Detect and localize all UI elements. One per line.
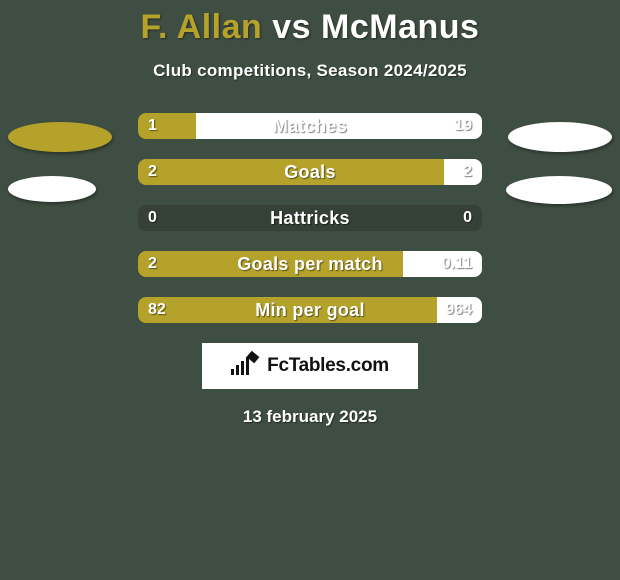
stat-label: Min per goal (138, 297, 482, 323)
right-team-badge (508, 122, 612, 152)
chart-area: 119Matches 22Goals 00Hattricks 20.11Goals p… (0, 113, 620, 323)
chart-icon (231, 355, 261, 377)
player-left-name: F. Allan (141, 8, 263, 46)
logo: FcTables.com (202, 343, 418, 389)
left-team-badge (8, 122, 112, 152)
comparison-infographic: F. Allan vs McManus Club competitions, S… (0, 0, 620, 580)
subtitle: Club competitions, Season 2024/2025 (0, 61, 620, 81)
stat-row: 00Hattricks (138, 205, 482, 231)
page-title: F. Allan vs McManus (0, 0, 620, 47)
stat-row: 20.11Goals per match (138, 251, 482, 277)
stat-label: Goals (138, 159, 482, 185)
stat-bars: 119Matches 22Goals 00Hattricks 20.11Goals p… (138, 113, 482, 323)
stat-label: Goals per match (138, 251, 482, 277)
date: 13 february 2025 (0, 407, 620, 427)
stat-row: 22Goals (138, 159, 482, 185)
vs-separator: vs (272, 8, 311, 46)
left-team-badge (8, 176, 96, 202)
stat-row: 119Matches (138, 113, 482, 139)
stat-label: Matches (138, 113, 482, 139)
stat-label: Hattricks (138, 205, 482, 231)
logo-text: FcTables.com (267, 355, 389, 377)
stat-row: 82964Min per goal (138, 297, 482, 323)
right-team-badge (506, 176, 612, 204)
player-right-name: McManus (321, 8, 479, 46)
